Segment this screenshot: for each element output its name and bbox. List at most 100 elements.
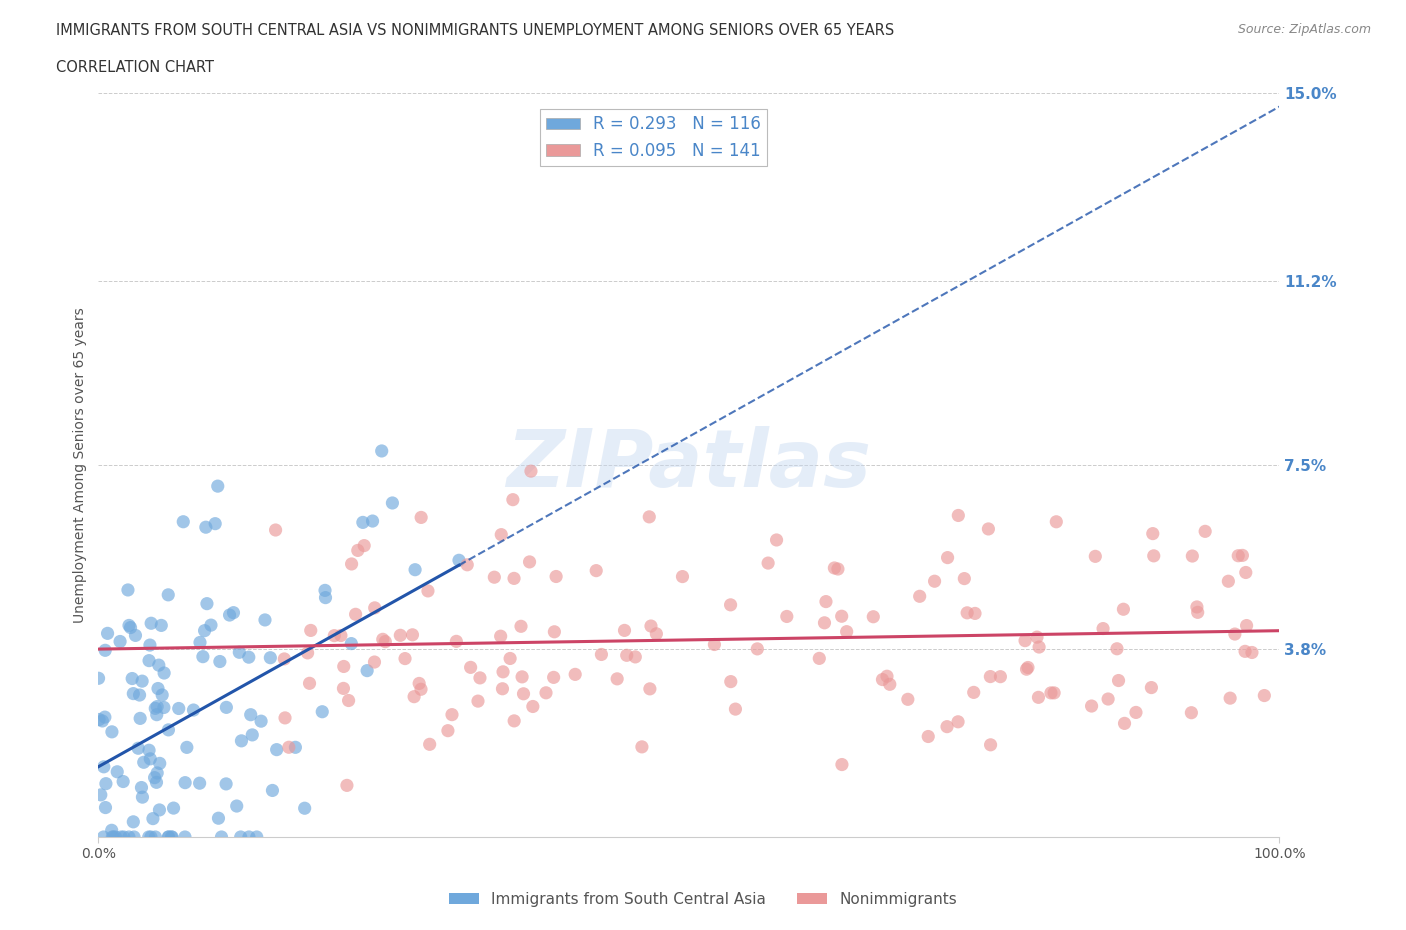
Point: [183, 702, 205, 717]
Point: [1028, 640, 1050, 655]
Point: [948, 508, 970, 523]
Point: [489, 629, 512, 644]
Point: [624, 649, 647, 664]
Point: [122, 686, 145, 701]
Point: [1014, 633, 1036, 648]
Point: [356, 663, 378, 678]
Point: [408, 676, 430, 691]
Point: [174, 776, 197, 790]
Point: [87, 671, 110, 685]
Point: [229, 830, 252, 844]
Point: [141, 616, 163, 631]
Text: IMMIGRANTS FROM SOUTH CENTRAL ASIA VS NONIMMIGRANTS UNEMPLOYMENT AMONG SENIORS O: IMMIGRANTS FROM SOUTH CENTRAL ASIA VS NO…: [56, 23, 894, 38]
Point: [264, 523, 287, 538]
Point: [93, 830, 115, 844]
Point: [534, 685, 557, 700]
Point: [150, 618, 173, 632]
Point: [194, 520, 217, 535]
Point: [1234, 565, 1257, 580]
Point: [862, 609, 884, 624]
Point: [222, 605, 245, 620]
Point: [724, 701, 747, 716]
Point: [409, 682, 432, 697]
Point: [1234, 644, 1257, 658]
Point: [1253, 688, 1275, 703]
Point: [543, 624, 565, 639]
Point: [128, 687, 150, 702]
Point: [299, 623, 322, 638]
Point: [1180, 705, 1202, 720]
Point: [510, 618, 533, 633]
Point: [143, 770, 166, 785]
Point: [419, 737, 441, 751]
Point: [1232, 548, 1254, 563]
Point: [105, 764, 128, 779]
Point: [606, 671, 628, 686]
Point: [284, 740, 307, 755]
Point: [118, 830, 141, 844]
Point: [963, 606, 986, 621]
Point: [543, 670, 565, 684]
Point: [146, 765, 169, 780]
Point: [447, 552, 470, 567]
Point: [1028, 690, 1050, 705]
Point: [503, 571, 526, 586]
Point: [1125, 705, 1147, 720]
Point: [908, 589, 931, 604]
Point: [139, 751, 162, 766]
Point: [1142, 526, 1164, 541]
Point: [138, 743, 160, 758]
Point: [956, 605, 979, 620]
Point: [148, 803, 170, 817]
Point: [1240, 645, 1263, 660]
Point: [456, 557, 478, 572]
Point: [1043, 685, 1066, 700]
Point: [207, 811, 229, 826]
Point: [160, 830, 183, 844]
Point: [94, 710, 117, 724]
Point: [389, 628, 412, 643]
Point: [138, 653, 160, 668]
Point: [174, 830, 197, 844]
Point: [491, 527, 513, 542]
Point: [336, 777, 359, 792]
Point: [311, 704, 333, 719]
Point: [129, 711, 152, 725]
Point: [502, 492, 524, 507]
Point: [94, 800, 117, 815]
Point: [97, 626, 120, 641]
Point: [411, 510, 433, 525]
Point: [1092, 621, 1115, 636]
Point: [616, 648, 638, 663]
Point: [1185, 600, 1208, 615]
Point: [467, 694, 489, 709]
Point: [364, 601, 387, 616]
Point: [613, 623, 636, 638]
Point: [110, 830, 132, 844]
Point: [1140, 680, 1163, 695]
Point: [979, 670, 1001, 684]
Point: [273, 652, 295, 667]
Point: [416, 583, 439, 598]
Point: [776, 609, 799, 624]
Text: ZIPatlas: ZIPatlas: [506, 426, 872, 504]
Point: [148, 658, 170, 672]
Point: [1143, 549, 1166, 564]
Point: [946, 714, 969, 729]
Point: [671, 569, 693, 584]
Point: [363, 655, 385, 670]
Point: [813, 616, 835, 631]
Point: [211, 830, 233, 844]
Point: [1181, 549, 1204, 564]
Point: [122, 830, 145, 844]
Point: [204, 516, 226, 531]
Point: [814, 594, 837, 609]
Point: [374, 634, 396, 649]
Point: [172, 514, 194, 529]
Point: [831, 609, 853, 624]
Point: [1218, 574, 1240, 589]
Point: [835, 624, 858, 639]
Point: [176, 740, 198, 755]
Point: [157, 723, 180, 737]
Point: [240, 727, 263, 742]
